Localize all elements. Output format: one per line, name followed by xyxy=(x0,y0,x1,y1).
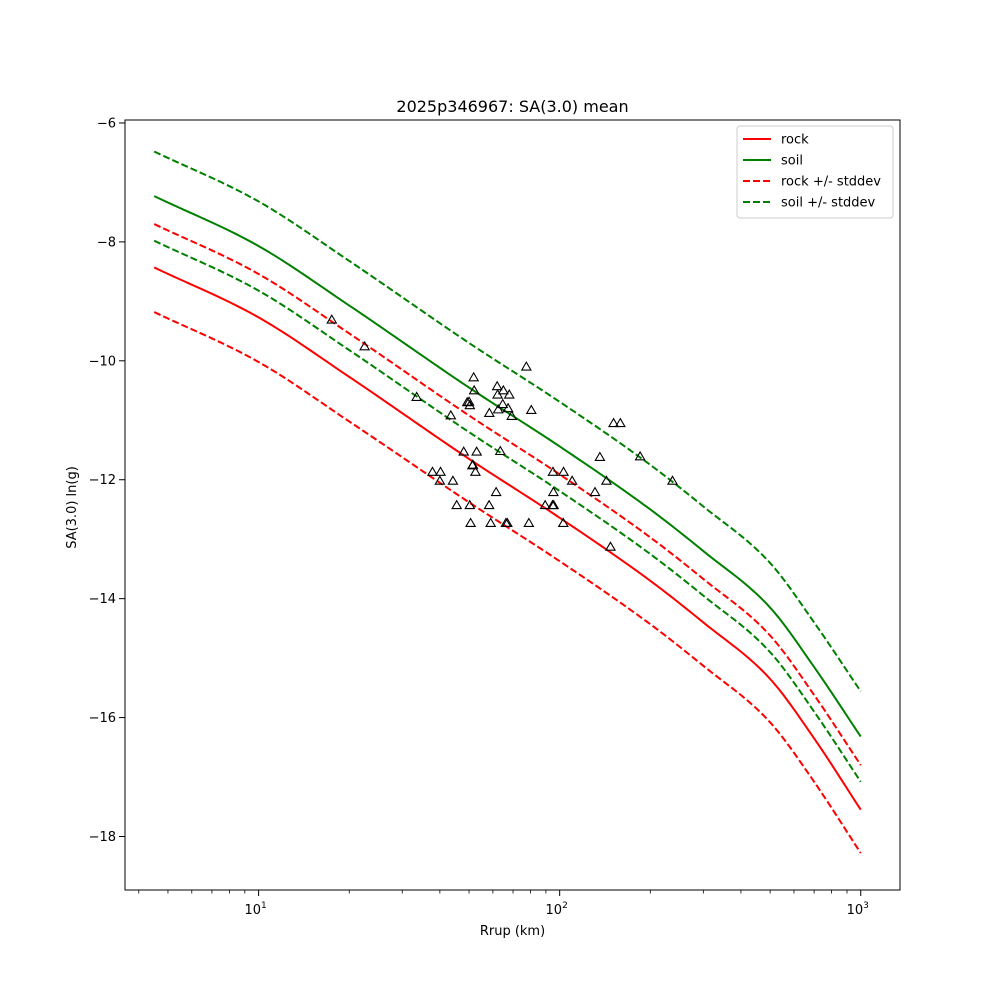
observation-point xyxy=(666,475,679,485)
observation-point xyxy=(600,475,612,485)
observation-point xyxy=(469,466,481,476)
observation-points xyxy=(326,314,679,551)
observation-point xyxy=(557,466,570,476)
y-tick-label: −18 xyxy=(89,830,116,845)
observation-point xyxy=(326,314,338,324)
observation-point xyxy=(411,391,423,401)
series-line-soil-stddev-lower xyxy=(153,239,862,783)
legend-label-soil: soil xyxy=(781,154,803,169)
observation-point xyxy=(468,384,480,395)
observation-point xyxy=(525,404,537,415)
observation-point xyxy=(471,446,483,456)
observation-point xyxy=(434,475,446,485)
legend-box xyxy=(736,125,894,219)
series-line-rock-stddev-lower xyxy=(153,311,862,854)
observation-point xyxy=(604,541,617,551)
x-tick-exponent: 3 xyxy=(863,901,869,911)
observation-point xyxy=(608,417,620,428)
observation-point xyxy=(548,499,560,510)
plot-frame xyxy=(124,119,901,891)
y-tick-label: −16 xyxy=(89,711,116,726)
y-tick-label: −12 xyxy=(89,473,116,488)
observation-point xyxy=(494,445,506,456)
observation-point xyxy=(557,517,569,527)
observation-point xyxy=(503,389,515,399)
series-group xyxy=(153,150,862,854)
observation-point xyxy=(465,517,477,527)
observation-point xyxy=(634,450,646,461)
series-line-rock xyxy=(153,266,862,811)
observation-point xyxy=(492,403,504,414)
x-tick-exponent: 1 xyxy=(261,901,267,911)
observation-point xyxy=(447,475,459,485)
observation-point xyxy=(520,361,532,371)
series-line-soil xyxy=(153,195,862,738)
series-line-rock-stddev-upper xyxy=(153,223,862,766)
observation-point xyxy=(458,446,470,456)
observation-point xyxy=(490,486,502,497)
observation-point xyxy=(614,417,626,428)
y-axis-label: SA(3.0) ln(g) xyxy=(65,466,80,549)
legend: rock soil rock +/- stddev soil +/- stddev xyxy=(736,125,894,219)
observation-point xyxy=(445,409,457,420)
observation-point xyxy=(463,396,475,406)
observation-point xyxy=(566,475,578,485)
observation-point xyxy=(539,499,551,510)
observation-point xyxy=(501,517,513,527)
observation-point xyxy=(468,371,480,382)
observation-point xyxy=(523,517,535,527)
x-axis-label: Rrup (km) xyxy=(480,924,545,939)
observation-point xyxy=(359,340,371,351)
observation-point xyxy=(506,410,518,420)
observation-point xyxy=(426,466,439,476)
observation-point xyxy=(464,399,476,410)
observation-point xyxy=(497,384,509,395)
observation-point xyxy=(467,459,479,469)
chart-title: 2025p346967: SA(3.0) mean xyxy=(396,97,628,116)
observation-point xyxy=(451,499,463,510)
x-tick-exponent: 2 xyxy=(562,901,568,911)
observation-point xyxy=(434,466,447,476)
observation-point xyxy=(589,486,601,497)
observation-point xyxy=(547,486,559,497)
series-line-soil-stddev-upper xyxy=(153,150,862,692)
observation-point xyxy=(502,402,514,413)
observation-point xyxy=(464,499,476,510)
observation-point xyxy=(497,398,509,409)
legend-label-soil-stddev: soil +/- stddev xyxy=(781,196,876,211)
observation-point xyxy=(483,499,495,510)
legend-label-rock-stddev: rock +/- stddev xyxy=(781,175,881,190)
legend-label-rock: rock xyxy=(781,133,809,148)
y-tick-label: −6 xyxy=(97,116,116,131)
observation-point xyxy=(594,451,606,461)
plot-area: 101 102 103−18−16−14−12−10−8−6 xyxy=(89,116,901,918)
observation-point xyxy=(547,466,559,476)
observation-point xyxy=(485,517,497,527)
y-tick-label: −14 xyxy=(89,592,116,607)
observation-point xyxy=(483,407,495,417)
y-tick-label: −10 xyxy=(89,354,116,369)
y-tick-label: −8 xyxy=(97,235,116,250)
observation-point xyxy=(491,380,503,391)
